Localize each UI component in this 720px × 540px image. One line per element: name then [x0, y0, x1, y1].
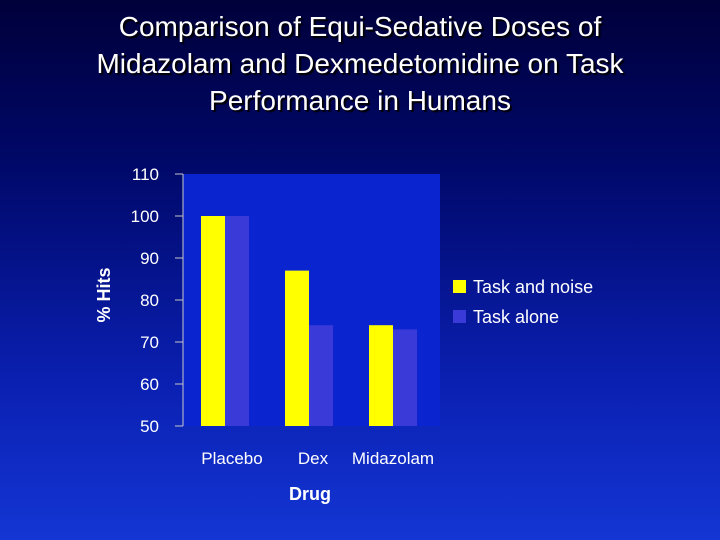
y-tick-label: 60	[140, 375, 159, 394]
bars-group	[201, 216, 417, 426]
chart-title-line-2: Midazolam and Dexmedetomidine on Task	[96, 48, 624, 79]
bar-task-and-noise-dex	[285, 270, 309, 426]
legend: Task and noise Task alone	[453, 277, 593, 327]
y-tick-label: 100	[131, 207, 159, 226]
y-tick-label: 90	[140, 249, 159, 268]
chart-title-line-3: Performance in Humans	[209, 85, 511, 116]
chart-title: Comparison of Equi-Sedative Doses of Mid…	[20, 8, 700, 119]
legend-label-task-alone: Task alone	[473, 307, 559, 327]
y-tick-label: 50	[140, 417, 159, 436]
y-axis-title: % Hits	[94, 267, 114, 322]
bar-task-alone-midazolam	[393, 329, 417, 426]
bar-task-and-noise-placebo	[201, 216, 225, 426]
y-tick-label: 110	[132, 165, 159, 184]
y-axis-ticks: 50 60 70 80 90 100 110	[131, 165, 183, 436]
y-tick-label: 80	[140, 291, 159, 310]
legend-label-task-and-noise: Task and noise	[473, 277, 593, 297]
bar-task-alone-placebo	[225, 216, 249, 426]
chart-title-line-1: Comparison of Equi-Sedative Doses of	[118, 11, 602, 42]
legend-swatch-task-and-noise	[453, 280, 466, 293]
x-axis-title: Drug	[289, 484, 331, 504]
x-tick-label: Placebo	[201, 449, 262, 468]
bar-task-alone-dex	[309, 325, 333, 426]
y-tick-label: 70	[140, 333, 159, 352]
legend-swatch-task-alone	[453, 310, 466, 323]
x-tick-label: Dex	[298, 449, 329, 468]
bar-task-and-noise-midazolam	[369, 325, 393, 426]
x-tick-label: Midazolam	[352, 449, 434, 468]
x-axis-labels: Placebo Dex Midazolam	[201, 449, 434, 468]
